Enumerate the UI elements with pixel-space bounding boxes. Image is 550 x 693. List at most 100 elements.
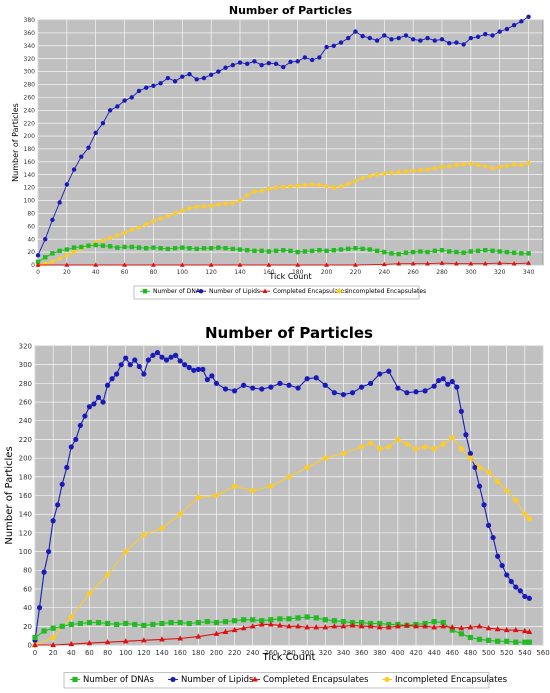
data-point <box>346 181 351 186</box>
data-point <box>71 167 77 172</box>
data-point <box>115 104 120 109</box>
data-point <box>394 623 401 629</box>
data-point <box>213 630 220 636</box>
data-point <box>295 262 301 267</box>
data-point <box>107 235 113 241</box>
data-point <box>123 620 129 627</box>
y-tick-label: 0 <box>31 262 35 269</box>
data-point <box>273 185 279 190</box>
data-point <box>266 249 272 254</box>
data-point <box>324 184 329 189</box>
data-point <box>259 618 265 624</box>
data-point <box>445 381 451 387</box>
data-point <box>93 242 98 248</box>
data-point <box>360 175 365 181</box>
legend-marker <box>384 676 390 683</box>
data-point <box>187 246 192 251</box>
data-point <box>50 259 55 264</box>
data-point <box>410 37 416 42</box>
x-tick-label: 380 <box>373 649 386 657</box>
data-point <box>230 62 235 68</box>
data-point <box>86 404 93 410</box>
legend: Number of DNAs Number of Lipids Completed … <box>133 285 426 300</box>
data-point <box>180 245 185 250</box>
data-point <box>331 623 338 629</box>
data-point <box>377 620 383 627</box>
x-tick-label: 180 <box>292 269 304 276</box>
data-point <box>504 26 510 32</box>
legend-entry: Incompleted Encapsulates <box>347 288 426 295</box>
data-point <box>132 621 138 628</box>
data-point <box>177 358 183 364</box>
data-point <box>317 247 322 253</box>
y-tick-label: 20 <box>27 249 35 256</box>
data-point <box>526 251 531 256</box>
data-point <box>43 255 48 260</box>
data-point <box>194 204 199 210</box>
data-point <box>485 637 492 643</box>
plot-area <box>37 19 544 266</box>
data-point <box>481 502 487 508</box>
data-point <box>511 250 517 255</box>
data-point <box>382 33 387 38</box>
data-point <box>231 483 238 489</box>
data-point <box>57 248 62 254</box>
data-point <box>468 261 474 266</box>
data-point <box>497 260 503 265</box>
y-tick-label: 40 <box>27 236 35 243</box>
data-point <box>431 624 438 630</box>
data-point <box>223 65 228 70</box>
data-point <box>123 355 129 361</box>
data-point <box>331 43 336 48</box>
data-point <box>150 352 156 358</box>
chart-top-svg: Number of Particles 0 20 40 60 80 100 120 140 160… <box>11 4 544 300</box>
data-point <box>511 261 517 266</box>
data-point <box>100 120 106 126</box>
data-point <box>136 245 142 250</box>
legend-marker <box>72 676 78 683</box>
data-point <box>425 167 430 172</box>
data-point <box>286 474 292 480</box>
data-point <box>497 249 502 254</box>
x-tick-label: 220 <box>350 269 362 276</box>
data-point <box>150 621 156 628</box>
data-point <box>485 625 492 631</box>
data-point <box>458 625 465 631</box>
data-point <box>422 444 428 450</box>
data-point <box>104 382 111 388</box>
data-point <box>100 238 106 243</box>
legend-entry: Number of DNAs <box>83 675 154 685</box>
data-point <box>159 620 165 627</box>
data-point <box>180 74 185 79</box>
x-tick-label: 480 <box>464 649 477 657</box>
data-point <box>158 80 163 86</box>
data-point <box>129 227 134 232</box>
data-point <box>259 62 264 68</box>
data-point <box>447 41 452 46</box>
y-tick-label: 100 <box>19 548 32 556</box>
x-tick-label: 300 <box>465 269 477 276</box>
data-point <box>309 182 315 187</box>
data-point <box>410 261 416 266</box>
data-point <box>467 455 474 461</box>
data-point <box>230 200 235 206</box>
y-tick-label: 80 <box>23 567 32 575</box>
data-point <box>118 362 124 368</box>
data-point <box>286 623 292 629</box>
data-point <box>145 357 151 363</box>
data-point <box>93 262 99 267</box>
data-point <box>201 204 207 209</box>
data-point <box>358 384 365 390</box>
data-point <box>410 249 416 255</box>
data-point <box>195 619 201 626</box>
x-tick-label: 140 <box>155 649 168 657</box>
data-point <box>273 61 279 67</box>
data-point <box>195 494 201 500</box>
data-point <box>485 522 492 528</box>
y-tick-label: 300 <box>24 69 36 76</box>
data-point <box>186 364 192 371</box>
data-point <box>403 250 409 255</box>
data-point <box>252 59 257 64</box>
data-point <box>485 469 492 475</box>
data-point <box>144 222 149 227</box>
